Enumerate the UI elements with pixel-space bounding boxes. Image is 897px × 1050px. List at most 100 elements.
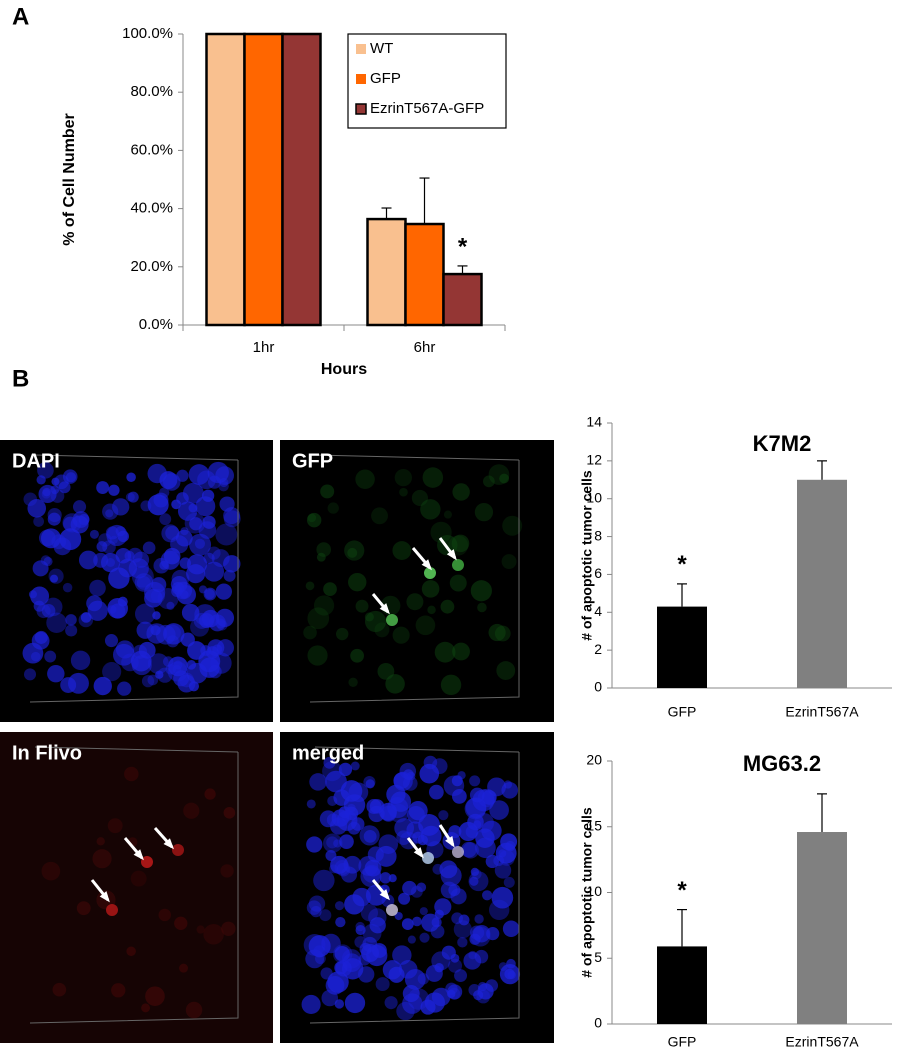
cell	[124, 766, 139, 782]
cell	[171, 499, 181, 510]
cell	[474, 949, 489, 964]
cell	[488, 464, 510, 485]
cell	[108, 484, 120, 496]
cell	[37, 462, 54, 479]
cell	[215, 583, 232, 600]
cell	[72, 500, 87, 514]
cell	[355, 925, 366, 936]
legend-label: GFP	[370, 70, 401, 87]
cell	[502, 515, 523, 536]
cell	[70, 515, 89, 534]
cell	[219, 496, 235, 512]
cell	[416, 882, 427, 892]
cell	[427, 605, 436, 615]
cell	[419, 763, 440, 784]
cell	[130, 650, 152, 672]
y-axis-title: % of Cell Number	[61, 113, 78, 245]
cell	[392, 626, 410, 644]
cell	[421, 580, 440, 598]
cell	[412, 916, 422, 927]
cell	[308, 895, 326, 912]
cell	[158, 908, 171, 922]
cell	[104, 634, 119, 648]
cell	[438, 810, 449, 821]
cell	[394, 468, 413, 487]
arrow-head	[421, 559, 432, 571]
frame	[29, 454, 239, 703]
cell	[419, 932, 430, 943]
cell	[127, 491, 139, 503]
arrow-head	[446, 549, 457, 561]
panel-label: B	[12, 365, 29, 392]
cell	[105, 509, 114, 518]
cell	[150, 588, 165, 604]
cell	[215, 523, 238, 546]
frame	[309, 454, 520, 703]
cell	[306, 900, 322, 915]
cell	[460, 841, 477, 858]
x-axis-title: Hours	[321, 361, 367, 378]
cell	[221, 921, 236, 936]
cell	[338, 762, 353, 777]
cell	[486, 927, 500, 941]
cell	[406, 593, 424, 611]
cell	[381, 894, 395, 908]
cell	[348, 677, 358, 688]
cell	[165, 525, 180, 541]
cell	[496, 661, 516, 680]
cell	[457, 937, 468, 948]
micrograph-label: In Flivo	[12, 742, 82, 764]
cell	[469, 775, 481, 787]
cell	[439, 860, 458, 879]
cell	[469, 925, 485, 940]
cell	[96, 837, 105, 846]
stained-cell	[172, 844, 184, 856]
cell	[310, 906, 322, 918]
y-tick-label: 100.0%	[122, 25, 173, 42]
cell	[223, 806, 236, 819]
cell	[320, 484, 335, 499]
cell	[313, 945, 326, 958]
cell	[100, 553, 121, 573]
cell	[443, 510, 452, 519]
cell	[124, 550, 135, 562]
cell	[147, 674, 159, 686]
cell	[430, 521, 452, 543]
cell	[474, 914, 484, 924]
cell	[78, 550, 98, 570]
cell	[392, 541, 412, 560]
cell	[316, 552, 326, 562]
cell	[347, 821, 361, 835]
cell	[65, 624, 78, 637]
cell	[334, 945, 350, 962]
cell	[52, 982, 67, 997]
stained-cell	[452, 559, 464, 571]
cell	[203, 923, 224, 945]
cell	[306, 836, 323, 853]
cell	[102, 662, 122, 682]
cell	[323, 582, 337, 596]
cell	[491, 886, 514, 909]
y-tick-label: 0	[594, 679, 602, 695]
cell	[481, 820, 502, 841]
cell	[144, 589, 163, 608]
cell	[155, 670, 164, 679]
cell	[107, 605, 117, 614]
cell	[396, 1001, 415, 1021]
cell	[36, 603, 51, 619]
cell	[326, 813, 340, 827]
cell	[34, 630, 48, 644]
cell	[371, 507, 389, 525]
cell	[469, 876, 479, 886]
stained-cell	[386, 614, 398, 626]
cell	[141, 674, 155, 688]
cell	[419, 907, 428, 916]
significance-marker: *	[677, 877, 687, 904]
cell	[42, 487, 51, 497]
cell	[22, 642, 44, 664]
y-tick-label: 40.0%	[130, 200, 173, 217]
cell	[179, 963, 189, 973]
cell	[334, 859, 350, 876]
cell	[364, 610, 387, 633]
